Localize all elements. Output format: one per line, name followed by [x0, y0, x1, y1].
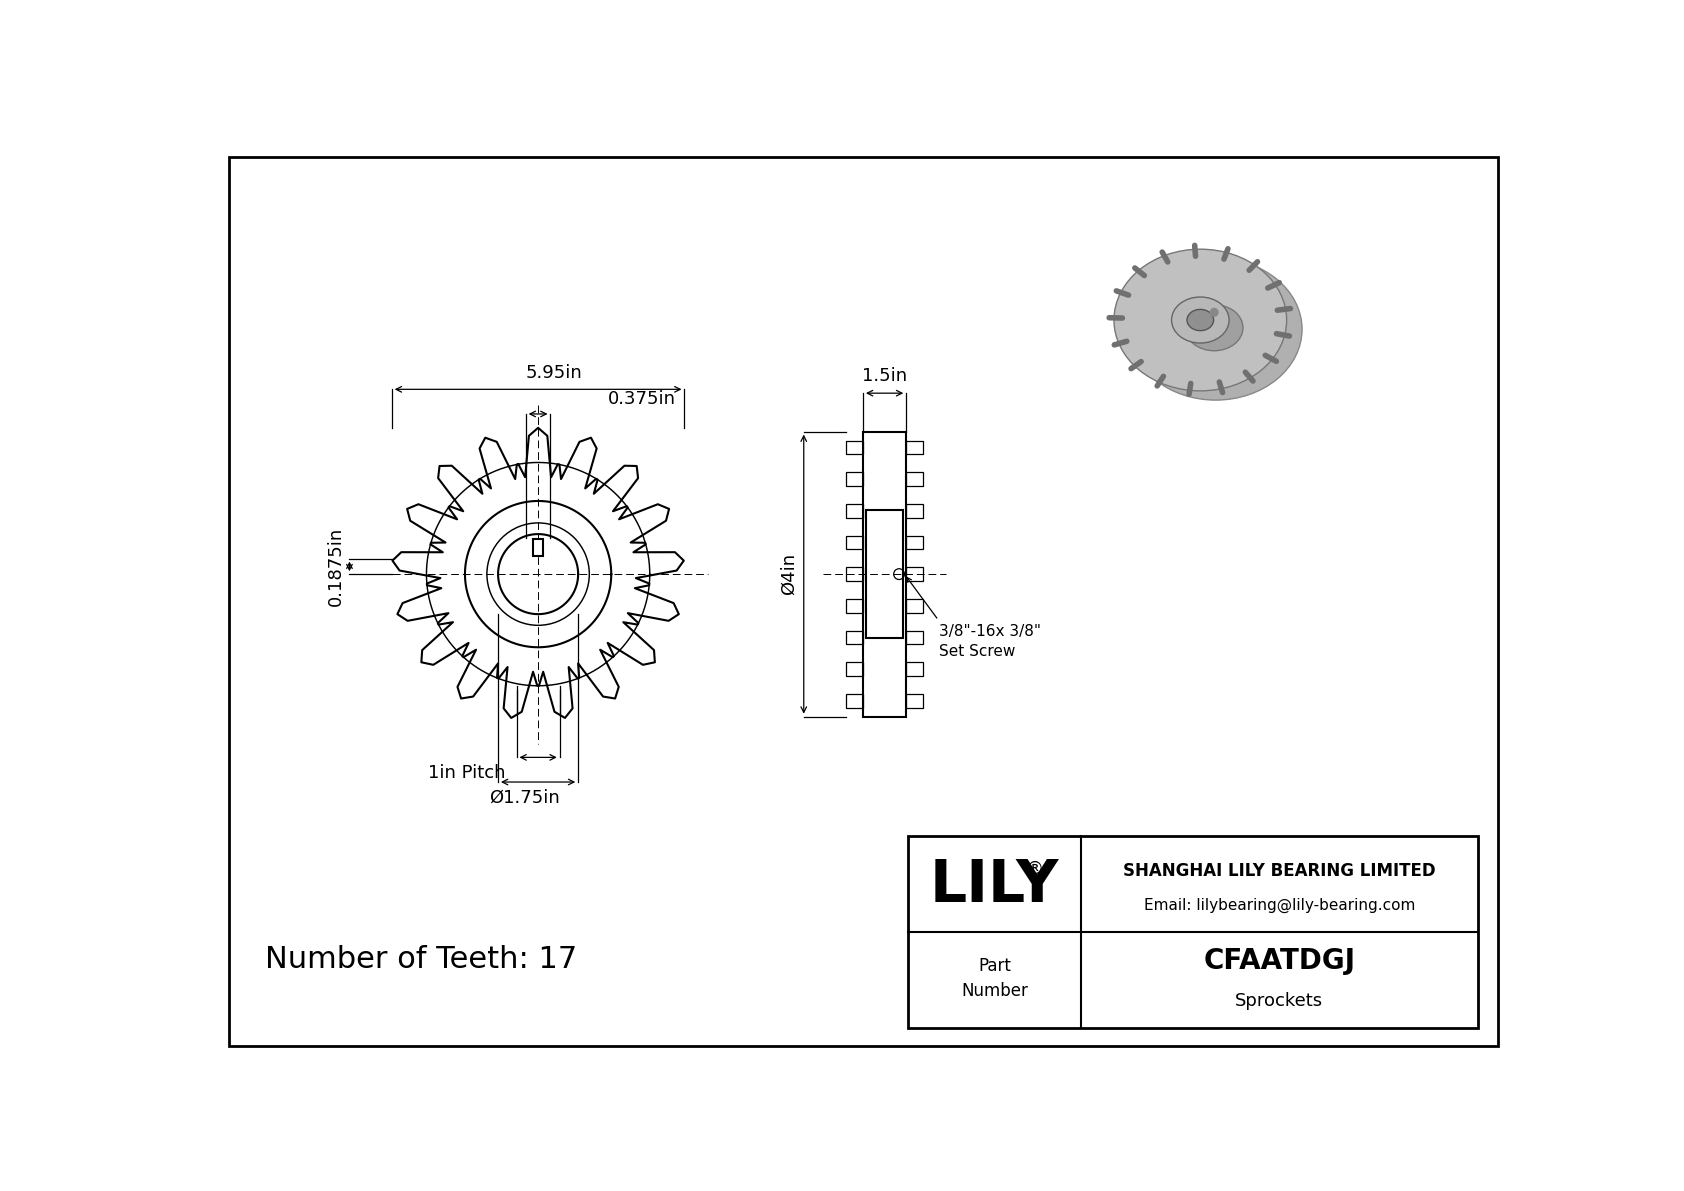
Bar [845, 694, 862, 707]
Text: 1in Pitch: 1in Pitch [428, 763, 505, 781]
Bar [906, 567, 923, 581]
Bar [845, 441, 862, 455]
Bar [532, 538, 544, 556]
Bar [906, 630, 923, 644]
Bar [908, 836, 1477, 1028]
Text: SHANGHAI LILY BEARING LIMITED: SHANGHAI LILY BEARING LIMITED [1123, 861, 1435, 880]
Text: ®: ® [1026, 860, 1044, 878]
Bar [845, 472, 862, 486]
Circle shape [1211, 308, 1218, 316]
Text: Part
Number: Part Number [962, 956, 1027, 1000]
Bar [906, 662, 923, 676]
Text: Sprockets: Sprockets [1234, 992, 1324, 1010]
Ellipse shape [1172, 297, 1229, 343]
Bar [906, 599, 923, 612]
Bar [845, 662, 862, 676]
Bar [906, 441, 923, 455]
Bar [845, 567, 862, 581]
Bar [862, 431, 906, 717]
Bar [906, 694, 923, 707]
Bar [845, 504, 862, 518]
Bar [845, 630, 862, 644]
Text: 0.1875in: 0.1875in [327, 526, 345, 606]
Text: 1.5in: 1.5in [862, 368, 908, 386]
Bar [866, 510, 903, 638]
Ellipse shape [1187, 310, 1214, 331]
Text: 0.375in: 0.375in [608, 389, 675, 407]
Text: Email: lilybearing@lily-bearing.com: Email: lilybearing@lily-bearing.com [1143, 898, 1415, 912]
Text: 5.95in: 5.95in [525, 363, 583, 381]
Bar [906, 472, 923, 486]
Bar [906, 504, 923, 518]
Text: CFAATDGJ: CFAATDGJ [1204, 947, 1356, 975]
Text: 3/8"-16x 3/8"
Set Screw: 3/8"-16x 3/8" Set Screw [938, 624, 1041, 659]
Ellipse shape [1115, 249, 1287, 391]
Text: LILY: LILY [930, 858, 1059, 915]
Ellipse shape [1186, 305, 1243, 350]
Ellipse shape [1130, 258, 1302, 400]
Text: Number of Teeth: 17: Number of Teeth: 17 [264, 944, 578, 973]
Bar [845, 536, 862, 549]
Bar [906, 536, 923, 549]
Text: Ø1.75in: Ø1.75in [488, 788, 559, 806]
Text: Ø4in: Ø4in [780, 553, 798, 596]
Bar [845, 599, 862, 612]
